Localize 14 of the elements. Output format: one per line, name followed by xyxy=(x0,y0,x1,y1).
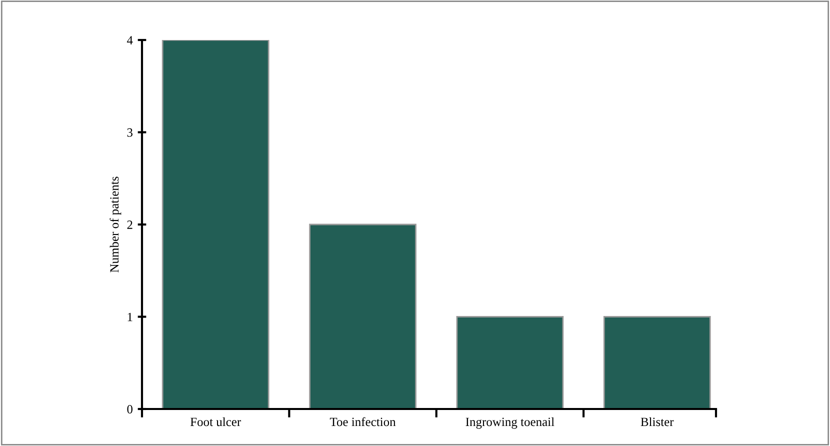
y-axis-title: Number of patients xyxy=(110,176,122,272)
bar xyxy=(162,40,270,409)
y-tick-label: 0 xyxy=(127,405,132,414)
y-tick-label: 1 xyxy=(128,312,132,322)
y-tick-label: 2 xyxy=(127,220,132,229)
bar xyxy=(309,224,416,409)
y-tick-label: 4 xyxy=(126,36,133,44)
x-tick-label: Toe infection xyxy=(330,417,396,426)
y-tick-label: 3 xyxy=(127,128,132,137)
x-tick-label: Ingrowing toenail xyxy=(466,417,554,429)
x-tick-label: Foot ulcer xyxy=(190,417,241,426)
bar xyxy=(456,316,564,409)
bar xyxy=(603,316,711,409)
x-tick-label: Blister xyxy=(640,417,674,426)
